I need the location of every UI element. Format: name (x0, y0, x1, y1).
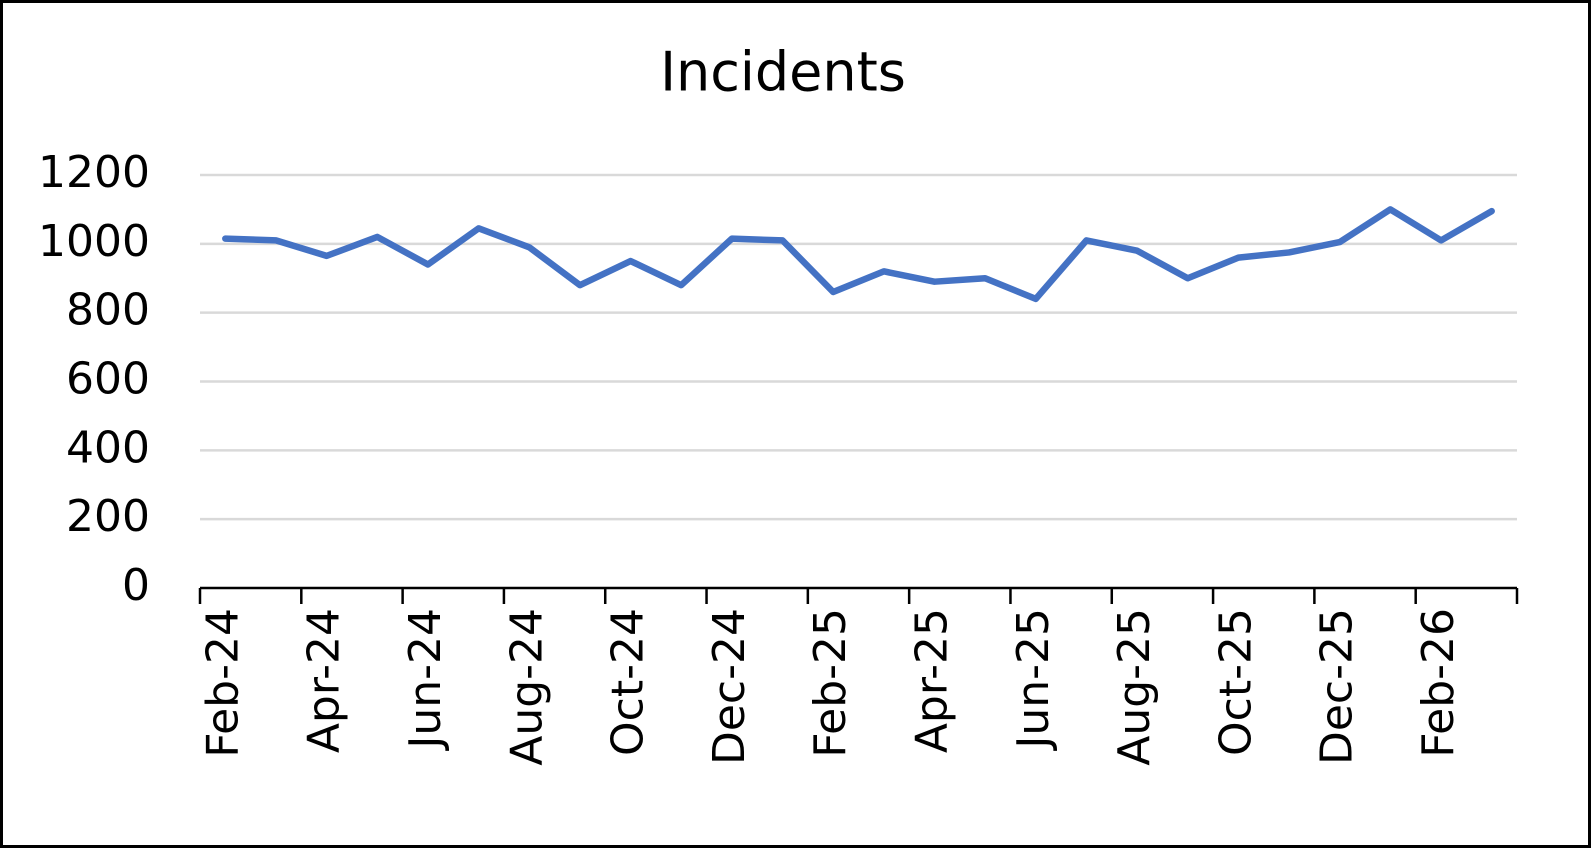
x-tick-label: Feb-25 (805, 608, 856, 758)
x-tick-label: Apr-24 (299, 608, 350, 753)
data-line (222, 206, 1495, 303)
y-tick-label: 400 (66, 422, 150, 473)
x-tick-label: Oct-24 (603, 608, 654, 756)
x-tick-label: Feb-24 (197, 608, 248, 758)
x-tick-label: Oct-25 (1210, 608, 1261, 756)
x-tick-label: Aug-24 (501, 608, 552, 766)
x-tick-label: Jun-25 (1008, 608, 1059, 752)
y-tick-label: 0 (122, 560, 150, 611)
x-tick-label: Dec-25 (1312, 608, 1363, 765)
x-tick-label: Jun-24 (400, 608, 451, 752)
chart-title: Incidents (660, 41, 906, 104)
x-tick-label: Aug-25 (1109, 608, 1160, 766)
y-tick-label: 1200 (38, 147, 150, 198)
x-tick-label: Apr-25 (906, 608, 957, 753)
y-tick-label: 600 (66, 354, 150, 405)
x-tick-label: Feb-26 (1413, 608, 1464, 758)
y-tick-label: 1000 (38, 216, 150, 267)
y-tick-label: 200 (66, 491, 150, 542)
y-tick-label: 800 (66, 285, 150, 336)
x-tick-label: Dec-24 (704, 608, 755, 765)
